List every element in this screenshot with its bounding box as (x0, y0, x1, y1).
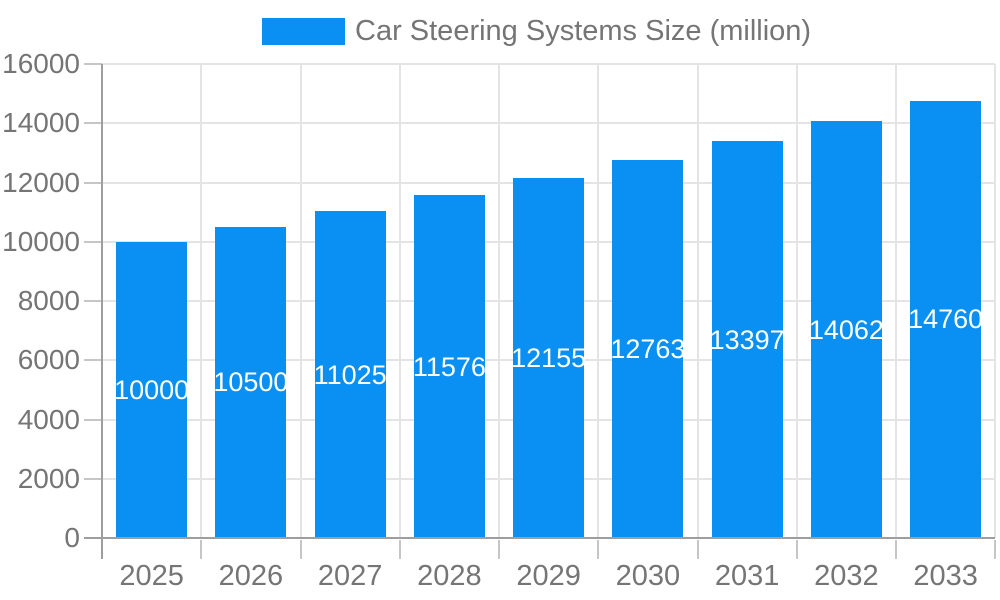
bar[interactable] (711, 141, 783, 537)
bar[interactable] (413, 195, 485, 537)
x-tick (597, 540, 600, 559)
bar[interactable] (314, 211, 386, 537)
x-gridline (498, 64, 501, 538)
y-tick (84, 477, 102, 480)
y-axis-label: 2000 (17, 462, 80, 494)
x-axis-line (84, 537, 996, 539)
y-tick (84, 122, 102, 125)
y-gridline (102, 122, 996, 125)
x-axis-label: 2029 (516, 560, 581, 592)
x-axis-label: 2032 (814, 560, 879, 592)
x-tick (895, 540, 898, 559)
x-tick (696, 540, 699, 559)
x-tick (994, 540, 997, 559)
x-tick (200, 540, 203, 559)
y-axis-label: 6000 (17, 344, 80, 376)
bar[interactable] (116, 241, 188, 537)
y-axis-label: 0 (64, 522, 80, 553)
y-axis-label: 8000 (17, 285, 80, 316)
x-axis-label: 2027 (317, 560, 383, 592)
x-tick (795, 540, 798, 559)
x-gridline (299, 64, 302, 538)
legend-swatch (262, 17, 345, 45)
y-axis-label: 12000 (2, 166, 80, 198)
y-tick (84, 63, 102, 65)
x-axis-label: 2026 (218, 560, 284, 592)
y-axis-label: 14000 (2, 107, 80, 139)
y-axis-line (101, 64, 103, 559)
x-gridline (200, 64, 203, 538)
chart-legend[interactable]: Car Steering Systems Size (million) (262, 16, 811, 46)
y-tick (84, 300, 102, 302)
x-tick (299, 540, 302, 559)
bar[interactable] (215, 226, 287, 537)
x-gridline (398, 64, 401, 538)
y-axis-label: 4000 (17, 403, 80, 435)
x-axis-label: 2033 (913, 560, 978, 592)
x-axis-label: 2031 (714, 560, 780, 592)
x-gridline (597, 64, 600, 538)
x-axis-label: 2030 (615, 560, 681, 592)
x-gridline (895, 64, 898, 538)
x-axis-label: 2025 (119, 560, 184, 592)
bar[interactable] (810, 121, 882, 537)
x-tick (398, 540, 401, 559)
legend-label: Car Steering Systems Size (million) (355, 15, 812, 47)
x-axis-label: 2028 (417, 560, 482, 592)
x-gridline (696, 64, 699, 538)
bar[interactable] (910, 100, 982, 537)
y-gridline (102, 63, 996, 65)
x-gridline (795, 64, 798, 538)
y-tick (84, 240, 102, 243)
y-tick (84, 359, 102, 362)
y-axis-label: 16000 (2, 48, 80, 79)
x-tick (498, 540, 501, 559)
bar[interactable] (612, 159, 684, 537)
x-gridline (994, 64, 997, 538)
y-tick (84, 181, 102, 184)
y-tick (84, 418, 102, 421)
bar[interactable] (513, 177, 585, 537)
y-axis-label: 10000 (2, 225, 80, 257)
